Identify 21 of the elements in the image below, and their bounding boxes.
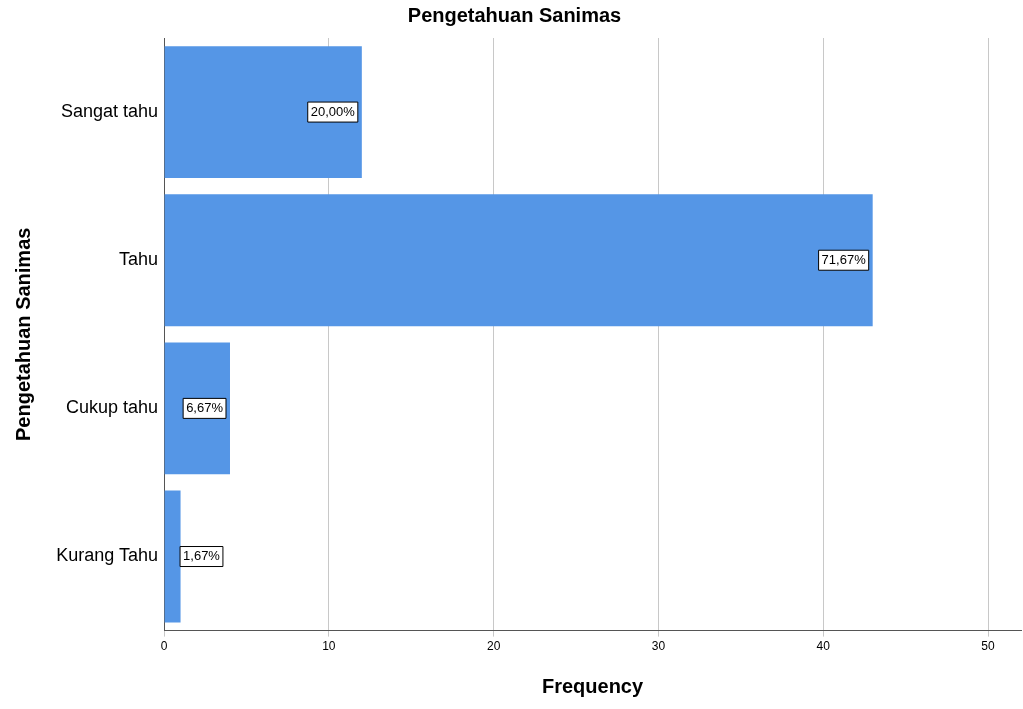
annotation: 20,00% xyxy=(310,103,356,119)
chart-title: Pengetahuan Sanimas xyxy=(407,3,622,26)
x-tick-label: 30 xyxy=(651,639,666,654)
annotation: 71,67% xyxy=(821,251,867,267)
x-tick-label: 0 xyxy=(160,639,168,654)
bar xyxy=(164,342,230,475)
y-tick-label: Kurang Tahu xyxy=(56,545,159,566)
y-axis-title: Pengetahuan Sanimas xyxy=(11,227,34,441)
annotation: 1,67% xyxy=(183,548,221,564)
y-tick-label: Cukup tahu xyxy=(66,397,159,418)
x-tick-label: 20 xyxy=(486,639,501,654)
bar xyxy=(164,46,362,178)
x-tick-label: 10 xyxy=(322,639,336,654)
x-tick-label: 40 xyxy=(816,639,831,654)
y-tick-label: Sangat tahu xyxy=(60,101,159,122)
bar xyxy=(164,194,873,327)
x-tick-label: 50 xyxy=(981,639,996,654)
x-axis-title: Frequency xyxy=(541,674,644,697)
annotation: 6,67% xyxy=(186,399,224,415)
bar xyxy=(164,490,181,623)
y-tick-label: Tahu xyxy=(119,249,159,270)
